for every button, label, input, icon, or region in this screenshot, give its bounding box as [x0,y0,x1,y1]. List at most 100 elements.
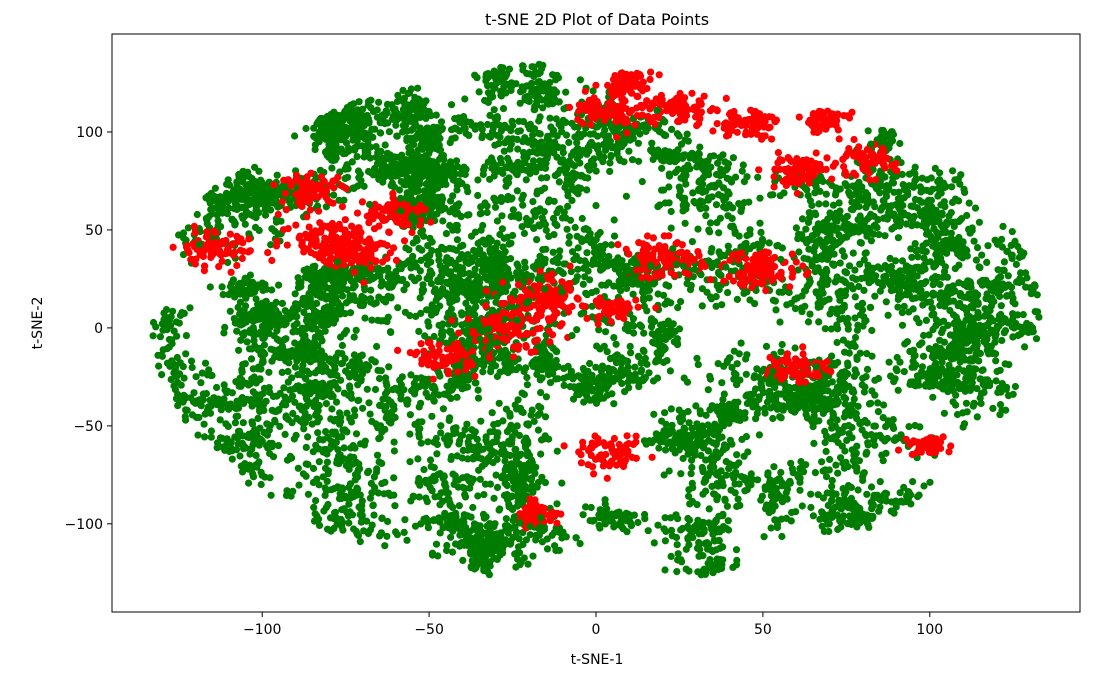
green-point [888,498,896,506]
green-point [313,475,321,483]
green-point [373,342,381,351]
green-point [430,382,438,390]
green-point [665,183,673,191]
green-point [730,347,738,355]
green-point [391,502,399,510]
green-point [485,571,493,579]
green-point [796,396,804,405]
green-point [500,147,508,155]
green-point [356,491,364,499]
green-point [503,428,511,436]
green-point [769,414,777,423]
green-point [328,164,336,172]
green-point [415,493,423,501]
green-point [558,479,566,487]
green-point [390,447,398,455]
green-point [805,245,813,253]
green-point [570,256,578,264]
green-point [919,242,927,250]
green-point [505,65,514,73]
green-point [661,118,669,126]
green-point [817,175,825,183]
green-point [760,533,768,541]
green-point [920,218,929,226]
green-point [733,360,741,368]
green-point [384,489,392,498]
green-point [472,379,480,387]
green-point [991,333,999,341]
green-point [758,492,767,500]
green-point [634,139,643,147]
green-point [706,375,715,383]
green-point [479,170,487,178]
green-point [534,426,543,434]
green-point [577,310,585,318]
green-point [384,396,392,404]
green-point [665,467,673,475]
green-point [485,234,493,242]
green-point [499,169,507,177]
green-point [813,256,821,264]
green-point [606,167,614,175]
green-point [940,198,948,206]
green-point [503,233,511,241]
green-point [740,452,748,460]
green-point [346,384,354,392]
green-point [520,390,529,399]
green-point [366,494,374,502]
green-point [371,385,380,394]
green-point [733,381,741,389]
green-point [368,489,376,497]
green-point [692,402,700,410]
green-point [426,234,434,242]
green-point [685,541,693,549]
green-point [879,457,887,465]
green-point [391,413,399,422]
green-point [891,257,900,265]
green-point [167,375,175,384]
green-point [472,552,481,560]
green-point [960,185,968,193]
green-point [352,373,360,381]
green-point [469,543,477,551]
green-point [933,218,941,226]
green-point [507,421,515,429]
green-point [461,426,469,434]
green-point [497,159,505,167]
green-point [508,436,516,444]
green-point [710,463,718,471]
green-point [818,509,826,517]
green-point [660,326,668,334]
green-point [532,148,541,156]
green-point [776,413,784,421]
green-point [557,158,565,166]
green-point [375,435,383,443]
green-point [427,258,435,266]
green-point [518,223,526,231]
green-point [916,196,924,205]
green-point [453,236,461,244]
green-point [706,556,714,564]
green-point [909,478,917,486]
green-point [620,158,628,166]
green-point [592,287,600,295]
green-point [432,434,440,443]
green-point [659,149,667,157]
green-point [622,192,631,200]
green-point [505,174,513,182]
green-point [629,322,638,330]
green-point [574,145,582,153]
green-point [543,153,551,161]
green-point [245,479,253,487]
green-point [809,512,818,520]
green-point [1000,329,1008,337]
green-point [539,61,547,69]
green-point [671,435,679,443]
green-point [816,515,824,523]
green-point [681,151,689,159]
green-point [522,166,530,174]
green-point [532,168,540,176]
green-point [629,134,637,142]
green-point [637,323,646,331]
green-point [668,125,676,133]
